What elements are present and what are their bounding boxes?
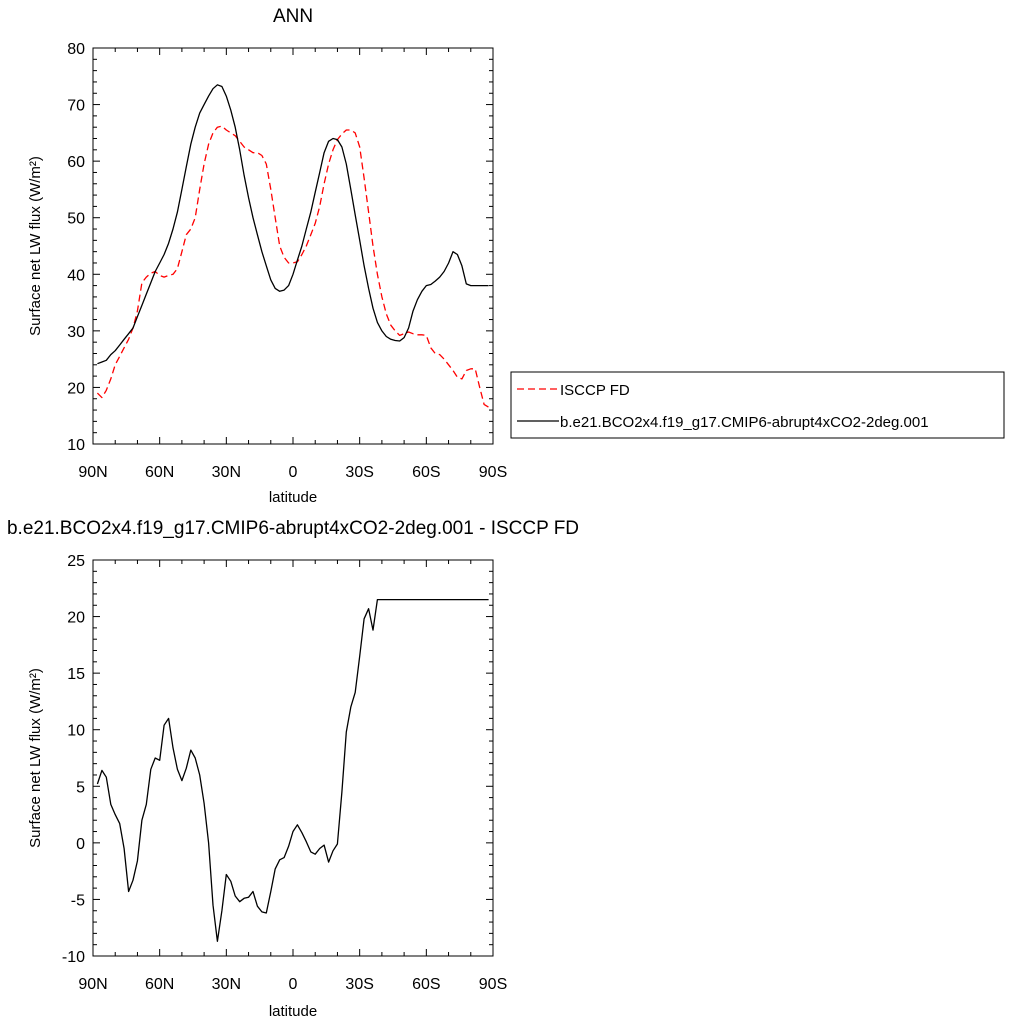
y-tick-label: 50 <box>67 211 85 228</box>
x-tick-label: 60S <box>412 976 440 993</box>
chart-title: b.e21.BCO2x4.f19_g17.CMIP6-abrupt4xCO2-2… <box>7 518 579 539</box>
y-axis-label: Surface net LW flux (W/m²) <box>27 156 44 336</box>
y-tick-label: 10 <box>67 723 85 740</box>
y-tick-label: -10 <box>62 949 85 966</box>
x-tick-label: 30S <box>345 976 373 993</box>
legend-box <box>510 371 1005 439</box>
y-tick-label: 80 <box>67 41 85 58</box>
legend-label: ISCCP FD <box>560 382 630 399</box>
x-tick-label: 30S <box>345 464 373 481</box>
x-axis-label: latitude <box>269 489 317 506</box>
x-tick-label: 90S <box>479 976 507 993</box>
y-tick-label: 0 <box>76 836 85 853</box>
y-tick-label: 30 <box>67 324 85 341</box>
bottom-panel: -10 -5 0 5 10 15 20 25 90N 60N 30N 0 30S 60S 90S b.e21.… <box>7 518 579 1020</box>
y-axis-label: Surface net LW flux (W/m²) <box>27 668 44 848</box>
legend: ISCCP FD b.e21.BCO2x4.f19_g17.CMIP6-abrup… <box>510 371 1005 439</box>
plot-frame <box>92 559 494 957</box>
legend-label: b.e21.BCO2x4.f19_g17.CMIP6-abrupt4xCO2-2… <box>560 414 929 431</box>
y-tick-label: 20 <box>67 380 85 397</box>
series-line <box>96 598 489 942</box>
series-line <box>97 84 489 365</box>
y-tick-label: 60 <box>67 154 85 171</box>
y-tick-label: 20 <box>67 610 85 627</box>
y-tick-label: -5 <box>71 892 85 909</box>
x-tick-label: 30N <box>212 976 241 993</box>
plot-frame <box>92 47 494 445</box>
x-tick-label: 30N <box>212 464 241 481</box>
y-tick-label: 40 <box>67 267 85 284</box>
x-tick-label: 0 <box>289 464 298 481</box>
y-tick-label: 10 <box>67 437 85 454</box>
x-tick-label: 90N <box>78 976 107 993</box>
x-tick-label: 90N <box>78 464 107 481</box>
y-tick-label: 25 <box>67 553 85 570</box>
chart-title: ANN <box>273 6 313 27</box>
top-panel: 10 20 30 40 50 60 70 80 90N 60N 30N 0 30S 60S 90S ANN la… <box>27 6 507 506</box>
x-tick-label: 60N <box>145 464 174 481</box>
x-tick-label: 60S <box>412 464 440 481</box>
y-tick-label: 70 <box>67 98 85 115</box>
x-tick-label: 90S <box>479 464 507 481</box>
series-line <box>96 125 489 408</box>
x-tick-label: 0 <box>289 976 298 993</box>
x-axis-label: latitude <box>269 1003 317 1020</box>
y-tick-label: 15 <box>67 666 85 683</box>
y-tick-label: 5 <box>76 779 85 796</box>
x-tick-label: 60N <box>145 976 174 993</box>
